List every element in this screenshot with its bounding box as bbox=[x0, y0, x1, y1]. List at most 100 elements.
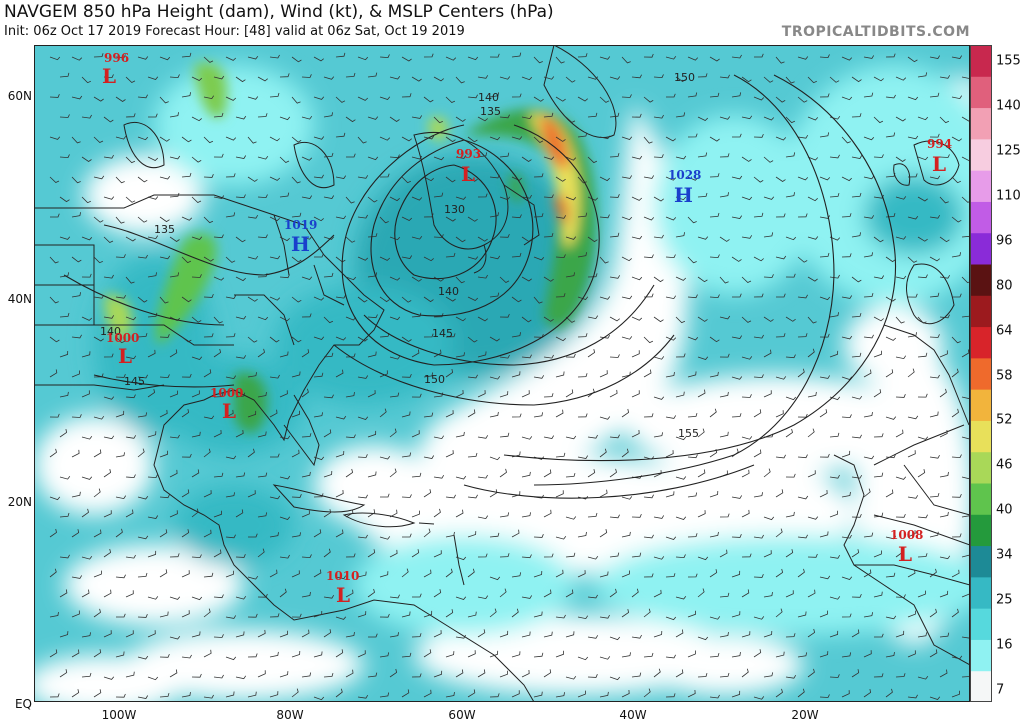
wind-barb bbox=[335, 294, 346, 299]
wind-barb bbox=[269, 255, 281, 260]
wind-barb bbox=[291, 212, 302, 218]
wind-barb bbox=[631, 552, 642, 558]
wind-barb bbox=[203, 216, 214, 224]
wind-barb bbox=[313, 296, 325, 301]
wind-barb bbox=[137, 254, 148, 259]
wind-barb bbox=[279, 316, 290, 322]
wind-barb bbox=[159, 692, 170, 698]
wind-barb bbox=[159, 529, 168, 538]
wind-barb bbox=[433, 589, 442, 598]
wind-barb bbox=[873, 116, 884, 124]
wind-barb bbox=[389, 428, 397, 438]
wind-barb bbox=[401, 652, 412, 658]
wind-barb bbox=[587, 594, 598, 599]
wind-barb bbox=[225, 534, 236, 539]
wind-barb bbox=[203, 256, 214, 262]
wind-barb bbox=[609, 275, 621, 279]
wind-barb bbox=[709, 371, 719, 378]
wind-barb bbox=[599, 416, 611, 420]
wind-barb bbox=[93, 256, 103, 264]
wind-barb bbox=[181, 570, 190, 578]
low-symbol: L bbox=[336, 583, 350, 607]
wind-barb bbox=[807, 156, 819, 161]
wind-barb bbox=[819, 252, 830, 258]
wind-barb bbox=[401, 216, 413, 221]
wind-barb bbox=[907, 495, 919, 499]
wind-barb bbox=[49, 336, 60, 343]
wind-barb bbox=[389, 236, 401, 241]
wind-barb bbox=[731, 652, 741, 658]
wind-barb bbox=[335, 336, 347, 341]
wind-barb bbox=[115, 651, 125, 658]
wind-barb bbox=[313, 456, 325, 461]
center-pressure-value: 994 bbox=[927, 137, 952, 151]
wind-barb bbox=[203, 490, 212, 498]
colorbar-swatch bbox=[970, 357, 992, 390]
wind-barb bbox=[873, 591, 883, 598]
wind-barb bbox=[455, 389, 464, 398]
wind-barb bbox=[401, 568, 409, 578]
wind-barb bbox=[521, 471, 531, 478]
wind-barb bbox=[345, 196, 355, 204]
wind-barb bbox=[115, 216, 125, 224]
wind-barb bbox=[270, 453, 280, 458]
wind-barb bbox=[785, 116, 796, 124]
wind-barb bbox=[455, 431, 465, 438]
wind-barb bbox=[115, 574, 126, 579]
wind-barb bbox=[599, 691, 609, 698]
wind-barb bbox=[697, 636, 709, 641]
wind-barb bbox=[499, 468, 507, 478]
wind-barb bbox=[345, 553, 356, 558]
wind-barb bbox=[313, 174, 324, 179]
wind-barb bbox=[521, 194, 532, 199]
wind-barb bbox=[687, 573, 698, 578]
wind-barb bbox=[741, 668, 749, 678]
wind-barb bbox=[499, 512, 510, 518]
wind-barb bbox=[709, 531, 719, 538]
wind-barb bbox=[929, 455, 940, 459]
wind-barb bbox=[907, 650, 916, 658]
wind-barb bbox=[533, 173, 544, 178]
wind-barb bbox=[125, 276, 135, 284]
wind-barb bbox=[863, 369, 872, 378]
wind-barb bbox=[829, 350, 839, 358]
wind-barb bbox=[621, 609, 630, 618]
wind-barb bbox=[675, 196, 687, 201]
wind-barb bbox=[719, 513, 730, 518]
wind-barb bbox=[467, 374, 478, 379]
wind-barb bbox=[445, 692, 455, 698]
wind-barb bbox=[785, 236, 797, 241]
wind-barb bbox=[895, 236, 907, 240]
wind-barb bbox=[279, 588, 287, 598]
wind-barb bbox=[521, 390, 530, 398]
wind-barb bbox=[709, 569, 718, 578]
wind-barb bbox=[885, 53, 896, 58]
wind-barb bbox=[115, 294, 127, 299]
wind-barb bbox=[533, 375, 545, 379]
wind-barb bbox=[213, 472, 224, 478]
wind-barb bbox=[81, 316, 93, 321]
wind-barb bbox=[917, 632, 928, 638]
wind-barb bbox=[555, 692, 565, 698]
wind-barb bbox=[433, 349, 442, 358]
wind-barb bbox=[565, 472, 576, 478]
wind-barb bbox=[609, 389, 618, 398]
wind-barb bbox=[279, 116, 291, 121]
wind-barb bbox=[533, 136, 544, 143]
low-center: 1010 L bbox=[326, 569, 359, 607]
wind-barb bbox=[863, 412, 873, 418]
wind-barb bbox=[951, 569, 960, 578]
wind-barb bbox=[423, 528, 431, 538]
wind-barb bbox=[917, 436, 929, 440]
wind-barb bbox=[93, 53, 104, 58]
wind-barb bbox=[137, 176, 148, 183]
wind-barb bbox=[71, 136, 81, 144]
wind-barb bbox=[291, 410, 300, 418]
wind-barb bbox=[873, 275, 885, 279]
wind-barb bbox=[895, 548, 903, 558]
wind-barb bbox=[763, 196, 775, 200]
wind-barb bbox=[555, 490, 564, 498]
wind-barb bbox=[907, 96, 919, 101]
wind-barb bbox=[917, 156, 929, 161]
wind-barb bbox=[687, 412, 698, 418]
